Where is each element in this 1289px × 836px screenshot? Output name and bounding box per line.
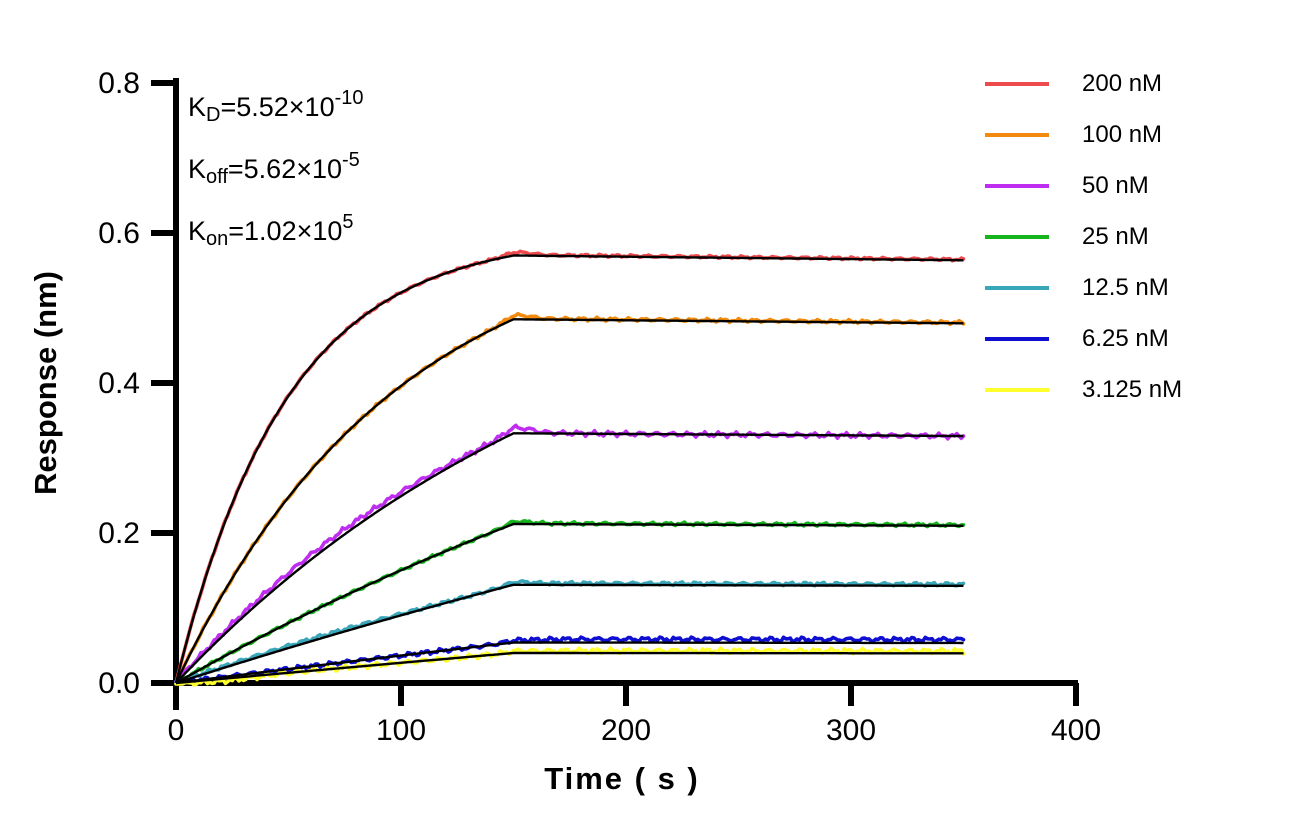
y-tick-label: 0.2 — [98, 517, 140, 550]
legend-item: 200 nM — [985, 58, 1182, 109]
x-tick-label: 100 — [376, 714, 426, 747]
annotation-koff: Koff=5.62×10-5 — [188, 138, 364, 200]
annotation-exponent: -5 — [342, 149, 360, 171]
fit-curve-50nM — [175, 432, 964, 684]
legend-item: 12.5 nM — [985, 262, 1182, 313]
fit-curve-6.25nM — [175, 641, 964, 685]
legend-swatch — [985, 336, 1049, 341]
fit-curve-12.5nM — [175, 583, 964, 685]
y-tick-label: 0.4 — [98, 367, 140, 400]
legend-item: 100 nM — [985, 109, 1182, 160]
legend-item: 50 nM — [985, 160, 1182, 211]
annotation-value: =1.02×10 — [228, 216, 343, 246]
legend-swatch — [985, 81, 1049, 86]
annotation-base: K — [188, 216, 207, 246]
legend-label: 12.5 nM — [1082, 273, 1169, 301]
data-curve-100nM — [174, 311, 966, 685]
legend-label: 25 nM — [1082, 222, 1149, 250]
legend-label: 50 nM — [1082, 171, 1149, 199]
kinetics-annotations: KD=5.52×10-10 Koff=5.62×10-5 Kon=1.02×105 — [188, 76, 364, 262]
data-curve-25nM — [174, 518, 966, 685]
legend-swatch — [985, 183, 1049, 188]
annotation-kon: Kon=1.02×105 — [188, 200, 364, 262]
x-tick-label: 200 — [601, 714, 651, 747]
fit-curve-3.125nM — [175, 651, 964, 685]
legend-label: 100 nM — [1082, 120, 1163, 148]
x-axis-title: Time ( s ) — [544, 761, 700, 796]
annotation-value: =5.52×10 — [220, 92, 335, 122]
legend-swatch — [985, 285, 1049, 290]
annotation-exponent: -10 — [334, 87, 364, 109]
legend-item: 3.125 nM — [985, 364, 1182, 415]
data-curve-6.25nM — [174, 635, 966, 685]
annotation-value: =5.62×10 — [227, 154, 343, 184]
legend-swatch — [985, 234, 1049, 239]
fit-curve-200nM — [174, 254, 964, 684]
legend-label: 6.25 nM — [1082, 324, 1169, 352]
legend-label: 3.125 nM — [1082, 375, 1183, 403]
legend-label: 200 nM — [1082, 69, 1163, 97]
x-tick-label: 300 — [826, 714, 876, 747]
annotation-exponent: 5 — [342, 211, 354, 233]
legend-item: 6.25 nM — [985, 313, 1182, 364]
annotation-subscript: on — [206, 228, 229, 250]
annotation-base: K — [188, 92, 207, 122]
x-tick-label: 0 — [168, 714, 185, 747]
data-curve-12.5nM — [174, 578, 966, 685]
annotation-subscript: D — [206, 104, 221, 126]
y-tick-label: 0.6 — [98, 217, 140, 250]
legend-swatch — [985, 132, 1049, 137]
fit-curve-25nM — [175, 522, 964, 685]
legend-item: 25 nM — [985, 211, 1182, 262]
annotation-base: K — [188, 154, 207, 184]
legend: 200 nM 100 nM 50 nM 25 nM 12.5 nM 6.25 nM 3.12… — [985, 58, 1182, 415]
legend-swatch — [985, 387, 1049, 392]
annotation-subscript: off — [206, 166, 228, 188]
y-tick-label: 0.0 — [98, 667, 140, 700]
x-tick-label: 400 — [1051, 714, 1101, 747]
fit-curve-100nM — [174, 318, 964, 684]
y-axis-title: Response (nm) — [28, 271, 63, 495]
y-tick-label: 0.8 — [98, 67, 140, 100]
annotation-kd: KD=5.52×10-10 — [188, 76, 364, 138]
